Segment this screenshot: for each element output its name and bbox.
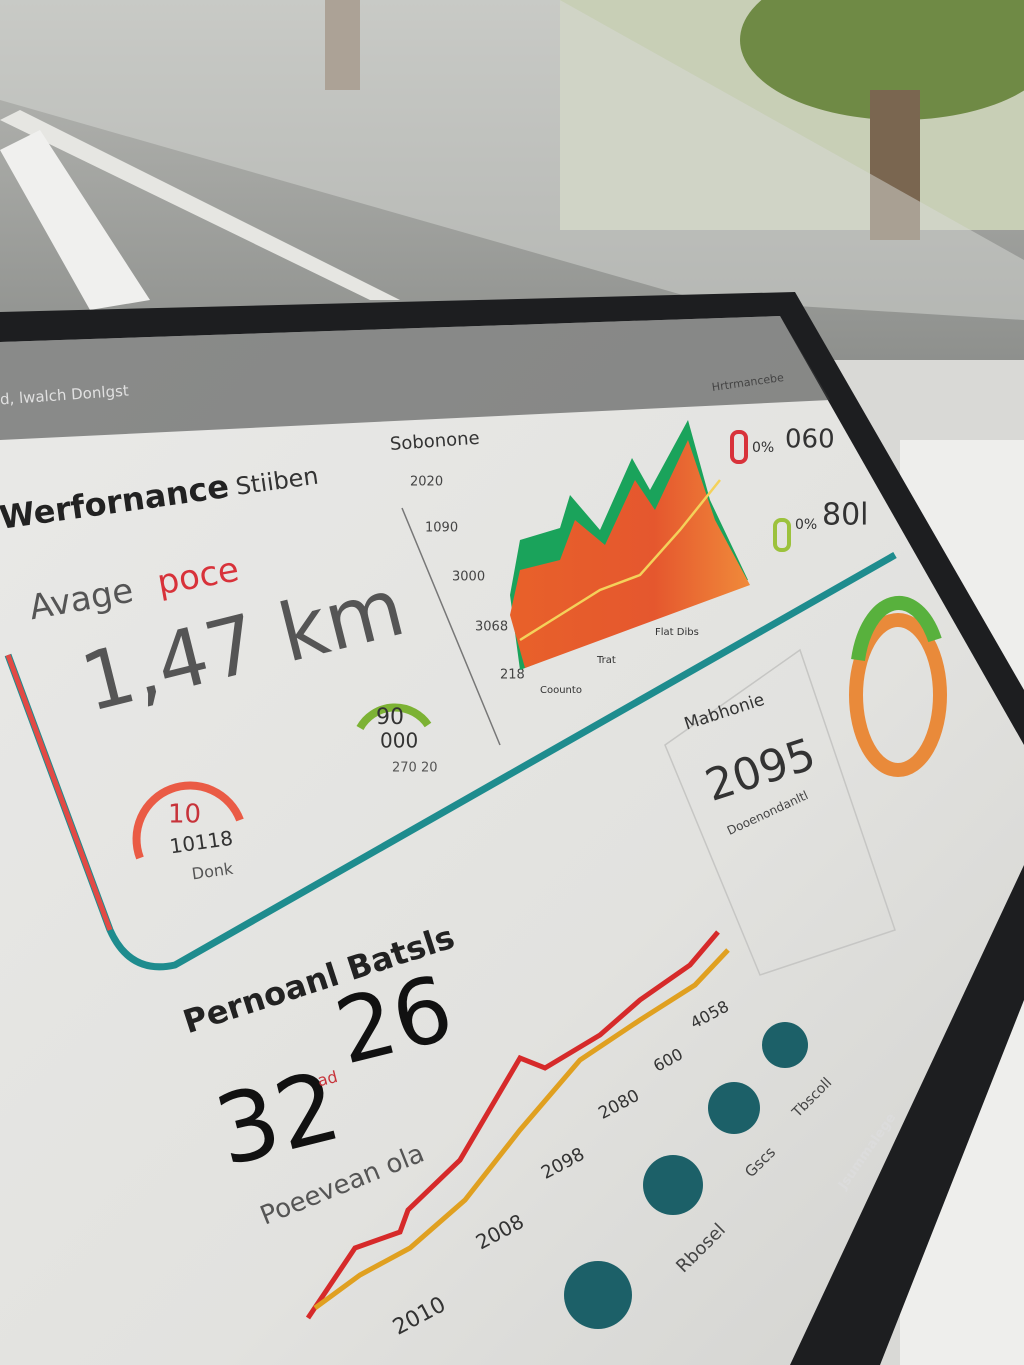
gauge-green-value: 90 <box>376 705 404 730</box>
roadside <box>0 0 1024 320</box>
stat: 0% <box>752 440 774 456</box>
gauge-red <box>132 781 244 860</box>
line-red <box>305 930 720 1320</box>
icon[interactable] <box>708 1082 760 1134</box>
stat-icon <box>773 518 791 552</box>
area-axis-label: 218 <box>500 668 525 683</box>
area-axis-label: 2020 <box>410 475 443 490</box>
donut-segment <box>851 595 942 661</box>
icon[interactable] <box>643 1155 703 1215</box>
area-x-label: Trat <box>596 655 616 666</box>
icon[interactable] <box>564 1261 632 1329</box>
gauge-green <box>356 703 432 731</box>
stat: 80l <box>822 498 869 533</box>
area-x-label: Coounto <box>540 685 582 696</box>
screen-reflection <box>0 316 830 440</box>
area-x-label: Flat Dibs <box>655 627 699 638</box>
personal-unit: ad <box>315 1067 339 1090</box>
tree-crown <box>740 0 1024 120</box>
area-axis-label: 3068 <box>475 620 508 635</box>
gauge-green-sub: 000 <box>380 729 418 753</box>
area-trend <box>519 479 721 642</box>
side-card <box>664 648 896 976</box>
stat: 0% <box>795 517 817 533</box>
area-axis-label: 3000 <box>452 570 485 585</box>
card-border-accent <box>5 654 113 931</box>
tablet-screen <box>0 316 1024 1365</box>
car-edge <box>0 130 150 310</box>
donut <box>849 613 947 777</box>
icon[interactable] <box>762 1022 808 1068</box>
lane-line <box>0 110 400 300</box>
gauge-red-value: 10 <box>168 800 201 830</box>
stat: 060 <box>785 425 835 455</box>
line-yellow <box>313 948 730 1311</box>
area-chart-axis <box>401 507 501 746</box>
area-axis-label: 1090 <box>425 521 458 536</box>
gauge-green-label: 270 20 <box>392 761 438 776</box>
card-border <box>4 551 897 971</box>
area-orange <box>510 440 750 668</box>
stat-icon <box>730 430 748 464</box>
